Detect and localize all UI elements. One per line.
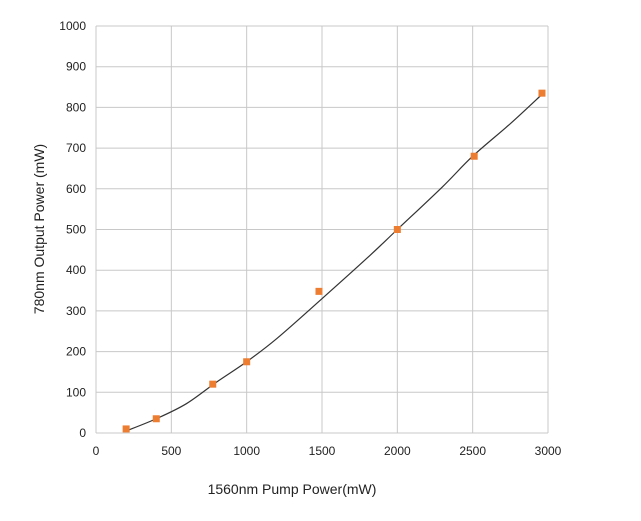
data-point: [152, 415, 160, 423]
y-axis-ticks: 0 100 200 300 400 500 600 700 800 900 1000: [59, 19, 86, 440]
y-tick-label: 800: [66, 100, 86, 114]
grid: [95, 25, 549, 434]
x-axis-ticks: 0 500 1000 1500 2000 2500 3000: [93, 444, 562, 458]
x-tick-label: 500: [161, 444, 181, 458]
data-point: [393, 226, 401, 233]
data-point: [538, 89, 546, 97]
trendline: [125, 93, 543, 432]
data-point: [243, 358, 251, 366]
data-point: [315, 287, 323, 295]
y-tick-label: 700: [66, 141, 86, 155]
x-tick-label: 1500: [309, 444, 336, 458]
data-points: [122, 89, 546, 433]
y-tick-label: 0: [79, 426, 86, 440]
y-tick-label: 900: [66, 60, 86, 74]
y-tick-label: 400: [66, 263, 86, 277]
x-tick-label: 3000: [535, 444, 562, 458]
data-point: [122, 425, 130, 433]
x-tick-label: 2000: [384, 444, 411, 458]
y-tick-label: 600: [66, 182, 86, 196]
data-point: [470, 152, 478, 160]
y-tick-label: 300: [66, 304, 86, 318]
x-tick-label: 1000: [233, 444, 260, 458]
y-tick-label: 500: [66, 223, 86, 237]
y-tick-label: 1000: [59, 19, 86, 33]
trendline-layer: [125, 93, 543, 432]
x-axis-title: 1560nm Pump Power(mW): [208, 481, 377, 497]
y-tick-label: 100: [66, 385, 86, 399]
y-axis-title: 780nm Output Power (mW): [31, 144, 47, 314]
x-tick-label: 2500: [459, 444, 486, 458]
x-tick-label: 0: [93, 444, 100, 458]
data-point: [209, 380, 217, 388]
y-tick-label: 200: [66, 345, 86, 359]
